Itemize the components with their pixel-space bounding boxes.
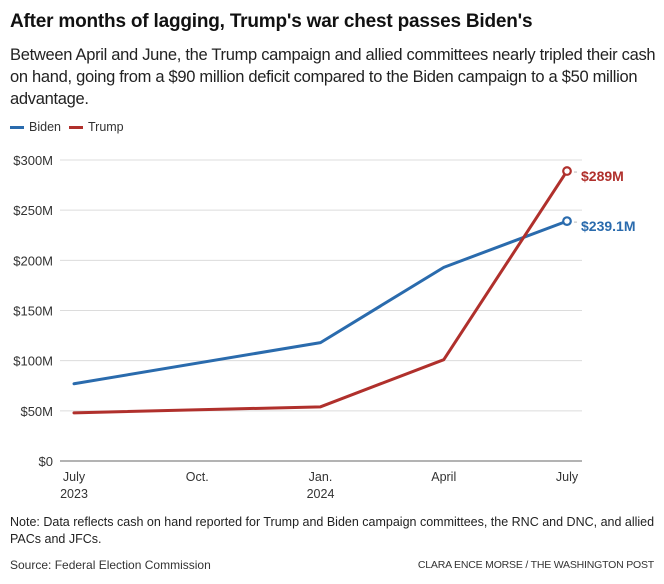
y-tick-label: $50M [20,404,53,419]
legend-item-trump: Trump [68,120,124,134]
end-label-biden: $239.1M [581,218,635,234]
x-tick-label-year: 2024 [307,487,335,501]
x-tick-label: April [431,470,456,484]
series-line-trump [72,169,569,415]
legend-swatch-trump [68,125,83,129]
chart-credit: CLARA ENCE MORSE / THE WASHINGTON POST [417,559,654,571]
y-tick-label: $200M [13,253,53,268]
legend-item-biden: Biden [10,120,61,134]
end-label-trump: $289M [581,168,624,184]
y-tick-label: $100M [13,354,53,369]
chart-note: Note: Data reflects cash on hand reporte… [10,515,655,546]
legend-label-biden: Biden [29,120,61,134]
chart-title: After months of lagging, Trump's war che… [10,11,533,32]
y-tick-label: $150M [13,304,53,319]
x-tick-label: July [556,470,579,484]
x-tick-label-year: 2023 [60,487,88,501]
line-chart: $0 $50M $100M $150M $200M $250M $300M July 2023 O… [13,153,635,501]
y-tick-label: $250M [13,203,53,218]
end-marker-biden [562,216,572,227]
x-tick-label: July [63,470,86,484]
chart-source: Source: Federal Election Commission [10,558,211,572]
end-marker-trump [562,166,572,176]
x-tick-label: Oct. [186,470,209,484]
series-line-biden [72,219,569,386]
y-tick-label: $300M [13,153,53,168]
chart-subtitle: Between April and June, the Trump campai… [10,46,656,108]
legend: Biden Trump [10,120,124,134]
y-tick-label: $0 [39,454,53,469]
legend-swatch-biden [10,125,24,129]
x-tick-label: Jan. [309,470,333,484]
legend-label-trump: Trump [87,120,124,134]
